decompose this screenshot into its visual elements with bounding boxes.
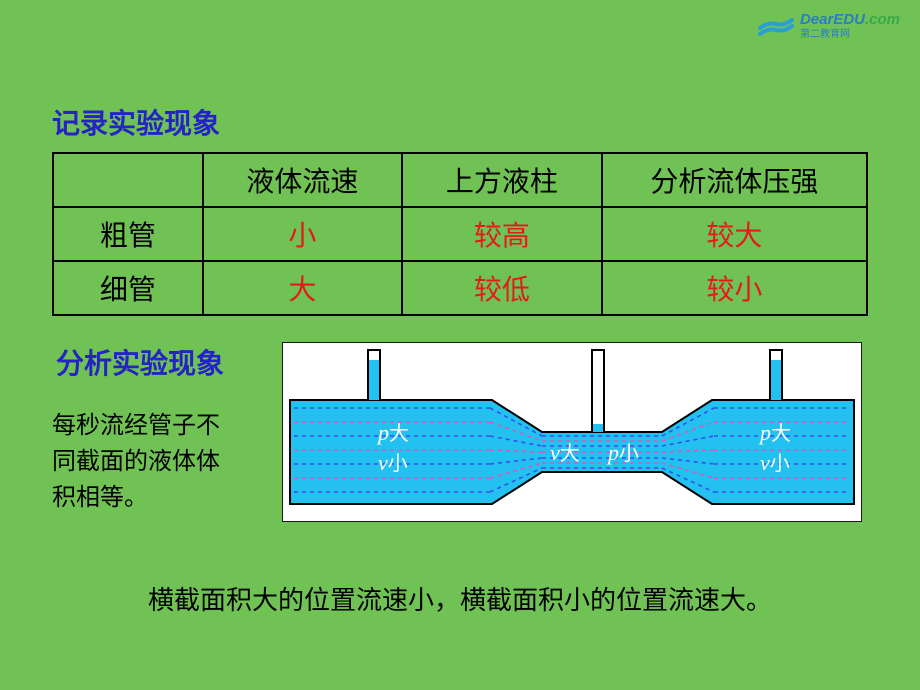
conclusion-text: 横截面积大的位置流速小，横截面积小的位置流速大。 xyxy=(0,580,920,617)
analysis-paragraph: 每秒流经管子不同截面的液体体积相等。 xyxy=(52,408,242,516)
table-header-row: 液体流速 上方液柱 分析流体压强 xyxy=(53,153,867,207)
label-right-p: p大 xyxy=(758,420,791,445)
table-row: 细管 大 较低 较小 xyxy=(53,261,867,315)
tube-left-water xyxy=(369,360,379,400)
label-right-v: v小 xyxy=(760,450,790,475)
brand-logo: DearEDU.com 第二教育网 xyxy=(758,12,900,40)
table-header-cell xyxy=(53,153,203,207)
table-header-cell: 分析流体压强 xyxy=(602,153,867,207)
logo-swoosh-icon xyxy=(758,14,794,38)
table-cell: 较高 xyxy=(402,207,602,261)
tube-middle-water xyxy=(593,424,603,432)
tube-right-water xyxy=(771,360,781,400)
experiment-table: 液体流速 上方液柱 分析流体压强 粗管 小 较高 较大 细管 大 较低 较小 xyxy=(52,152,868,316)
logo-sub: 第二教育网 xyxy=(800,29,900,40)
table-header-cell: 液体流速 xyxy=(203,153,403,207)
section-title-analyze: 分析实验现象 xyxy=(56,342,224,382)
logo-text: DearEDU.com 第二教育网 xyxy=(800,12,900,40)
logo-main: DearEDU xyxy=(800,11,865,28)
section-title-record: 记录实验现象 xyxy=(52,102,220,142)
table-row: 粗管 小 较高 较大 xyxy=(53,207,867,261)
label-left-v: v小 xyxy=(378,450,408,475)
table-header-cell: 上方液柱 xyxy=(402,153,602,207)
row-head: 细管 xyxy=(53,261,203,315)
label-mid-p: p小 xyxy=(606,440,639,465)
logo-com: .com xyxy=(865,11,900,28)
table-cell: 较小 xyxy=(602,261,867,315)
label-left-p: p大 xyxy=(376,420,409,445)
label-mid-v: v大 xyxy=(550,440,580,465)
row-head: 粗管 xyxy=(53,207,203,261)
table-cell: 较大 xyxy=(602,207,867,261)
table-cell: 小 xyxy=(203,207,403,261)
table-cell: 较低 xyxy=(402,261,602,315)
venturi-diagram: p大 v小 v大 p小 p大 v小 xyxy=(282,342,862,522)
table-cell: 大 xyxy=(203,261,403,315)
